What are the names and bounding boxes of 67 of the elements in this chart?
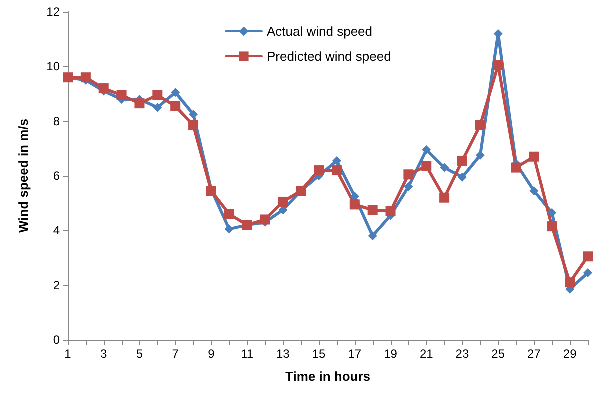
- point: [547, 222, 558, 232]
- x-tick-label: 25: [492, 347, 506, 361]
- point: [475, 120, 486, 130]
- point: [350, 200, 360, 210]
- x-tick-label: 19: [384, 347, 398, 361]
- point: [422, 146, 432, 155]
- y-tick-label: 0: [53, 333, 60, 347]
- x-tick-label: 1: [64, 347, 72, 361]
- legend-label: Actual wind speed: [267, 24, 373, 39]
- point: [152, 90, 163, 100]
- x-tick-label: 9: [208, 347, 216, 361]
- point: [153, 103, 162, 112]
- y-tick-label: 10: [46, 60, 60, 74]
- x-tick-label: 5: [136, 347, 144, 361]
- x-tick-label: 15: [312, 347, 326, 361]
- point: [584, 268, 592, 278]
- point: [224, 224, 234, 234]
- point: [457, 156, 468, 166]
- point: [458, 172, 467, 182]
- x-tick-label: 27: [528, 347, 542, 361]
- point: [368, 232, 378, 241]
- point: [350, 192, 360, 201]
- point: [170, 101, 181, 112]
- x-tick-label: 3: [100, 347, 108, 361]
- x-tick-label: 17: [348, 347, 362, 361]
- x-tick-label: 11: [241, 347, 254, 361]
- point: [332, 166, 342, 176]
- legend-label: Predicted wind speed: [267, 49, 392, 64]
- point: [386, 206, 396, 217]
- point: [278, 196, 288, 207]
- y-tick-label: 8: [53, 114, 60, 128]
- point: [404, 170, 414, 180]
- point: [116, 90, 127, 100]
- point: [134, 98, 145, 109]
- x-tick-label: 7: [172, 347, 180, 361]
- point: [404, 182, 414, 192]
- x-tick-label: 23: [456, 347, 470, 361]
- point: [440, 192, 450, 203]
- point: [80, 72, 91, 83]
- y-tick-label: 12: [46, 5, 60, 19]
- y-axis-title: Wind speed in m/s: [16, 118, 31, 234]
- y-tick-label: 6: [53, 169, 60, 183]
- x-axis-title: Time in hours: [286, 369, 370, 384]
- point: [511, 162, 522, 173]
- point: [530, 186, 539, 196]
- x-tick-label: 13: [276, 347, 290, 361]
- x-tick-label: 21: [420, 347, 434, 361]
- point: [188, 120, 199, 130]
- point: [548, 208, 557, 218]
- point: [529, 152, 540, 162]
- point: [260, 214, 270, 225]
- point: [440, 163, 450, 172]
- point: [224, 209, 234, 220]
- y-tick-label: 4: [53, 224, 60, 238]
- point: [422, 161, 432, 172]
- point: [583, 252, 593, 262]
- y-tick-label: 2: [53, 278, 60, 292]
- point: [278, 206, 288, 215]
- point: [314, 166, 324, 176]
- point: [476, 151, 485, 160]
- point: [565, 278, 576, 288]
- point: [332, 156, 342, 166]
- point: [171, 88, 180, 98]
- x-tick-label: 29: [563, 347, 578, 361]
- point: [493, 60, 504, 70]
- point: [368, 205, 378, 216]
- point: [189, 110, 198, 119]
